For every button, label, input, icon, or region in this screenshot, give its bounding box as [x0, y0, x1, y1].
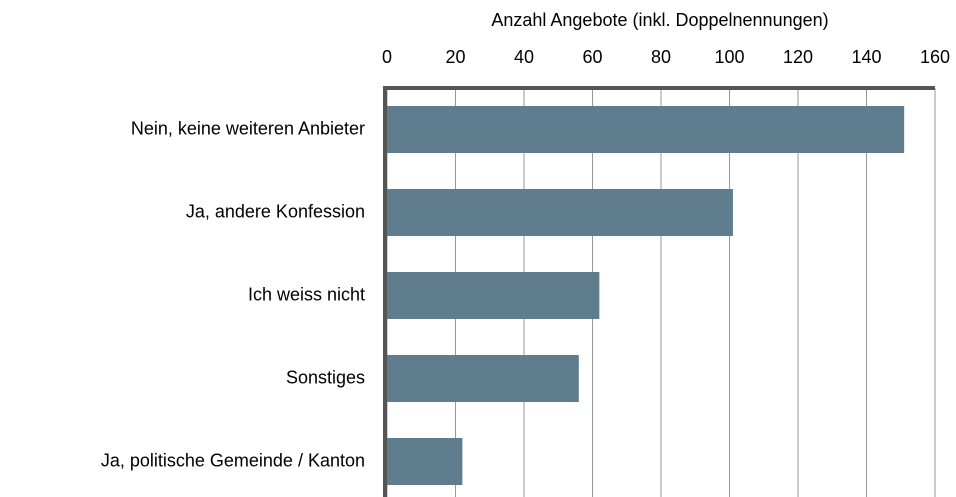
- x-tick-label: 160: [920, 47, 950, 67]
- x-tick-label: 40: [514, 47, 534, 67]
- x-tick-label: 120: [783, 47, 813, 67]
- x-tick-label: 80: [651, 47, 671, 67]
- y-tick-label: Nein, keine weiteren Anbieter: [131, 118, 365, 138]
- bar: [387, 438, 463, 485]
- bar: [387, 355, 579, 402]
- y-tick-label: Ich weiss nicht: [248, 284, 365, 304]
- bar: [387, 272, 600, 319]
- y-tick-label: Sonstiges: [286, 367, 365, 387]
- x-tick-label: 20: [445, 47, 465, 67]
- x-tick-label: 0: [382, 47, 392, 67]
- y-tick-label: Ja, politische Gemeinde / Kanton: [101, 450, 365, 470]
- x-tick-label: 100: [714, 47, 744, 67]
- x-tick-label: 140: [851, 47, 881, 67]
- bar: [387, 189, 733, 236]
- axis-title: Anzahl Angebote (inkl. Doppelnennungen): [491, 10, 828, 30]
- x-tick-label: 60: [582, 47, 602, 67]
- bar: [387, 106, 905, 153]
- y-tick-label: Ja, andere Konfession: [186, 201, 365, 221]
